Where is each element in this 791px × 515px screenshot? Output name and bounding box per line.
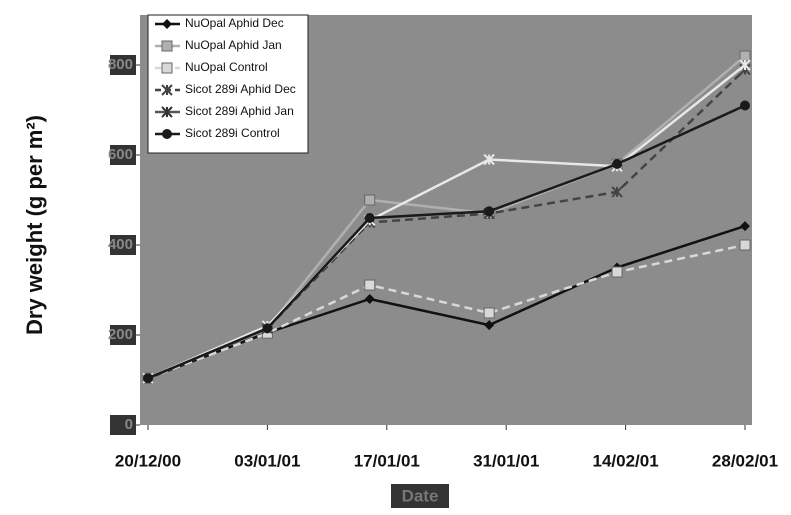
marker xyxy=(161,106,173,118)
marker xyxy=(611,266,623,278)
y-tick-box xyxy=(110,145,136,165)
marker xyxy=(484,206,495,217)
y-tick-label: 0 xyxy=(125,416,133,433)
x-tick-label: 17/01/01 xyxy=(354,451,420,470)
marker xyxy=(364,213,375,223)
y-tick-box xyxy=(110,415,136,435)
y-tick-label: 800 xyxy=(108,56,133,73)
marker xyxy=(483,307,495,319)
x-tick-label: 31/01/01 xyxy=(473,451,539,470)
marker xyxy=(739,50,751,62)
y-tick-label: 400 xyxy=(108,236,133,253)
marker xyxy=(364,294,375,304)
marker xyxy=(262,323,273,334)
marker xyxy=(739,239,751,251)
legend-label: Sicot 289i Aphid Dec xyxy=(185,82,296,96)
legend-label: Sicot 289i Control xyxy=(185,126,280,140)
series-line xyxy=(147,104,746,380)
series-line xyxy=(147,243,746,380)
legend-label: NuOpal Aphid Dec xyxy=(185,16,284,30)
marker xyxy=(161,84,173,96)
x-tick-label: 14/02/01 xyxy=(593,451,659,470)
marker xyxy=(612,159,623,169)
marker xyxy=(364,279,376,291)
y-axis-title: Dry weight (g per m²) xyxy=(22,115,47,335)
x-axis-title: Date xyxy=(402,486,439,505)
y-tick-label: 200 xyxy=(108,326,133,343)
marker xyxy=(740,221,750,232)
y-tick-box xyxy=(110,55,136,75)
legend-label: NuOpal Aphid Jan xyxy=(185,38,282,52)
legend xyxy=(147,14,309,154)
marker xyxy=(364,194,376,206)
marker xyxy=(162,129,172,139)
marker xyxy=(483,153,495,166)
legend-label: NuOpal Control xyxy=(185,60,268,74)
x-title-box xyxy=(391,484,449,508)
marker xyxy=(162,19,172,29)
x-tick-label: 28/02/01 xyxy=(712,451,778,470)
y-tick-box xyxy=(110,325,136,345)
marker xyxy=(143,373,153,384)
marker xyxy=(739,59,751,71)
marker xyxy=(484,320,495,331)
series-line xyxy=(147,64,746,380)
x-tick-label: 20/12/00 xyxy=(115,451,181,470)
legend-label: Sicot 289i Aphid Jan xyxy=(185,104,294,118)
marker xyxy=(611,186,623,198)
marker xyxy=(740,100,750,111)
y-tick-label: 600 xyxy=(108,146,133,163)
marker xyxy=(161,62,173,74)
y-tick-box xyxy=(110,235,136,255)
marker xyxy=(161,40,173,52)
x-tick-label: 03/01/01 xyxy=(234,451,300,470)
